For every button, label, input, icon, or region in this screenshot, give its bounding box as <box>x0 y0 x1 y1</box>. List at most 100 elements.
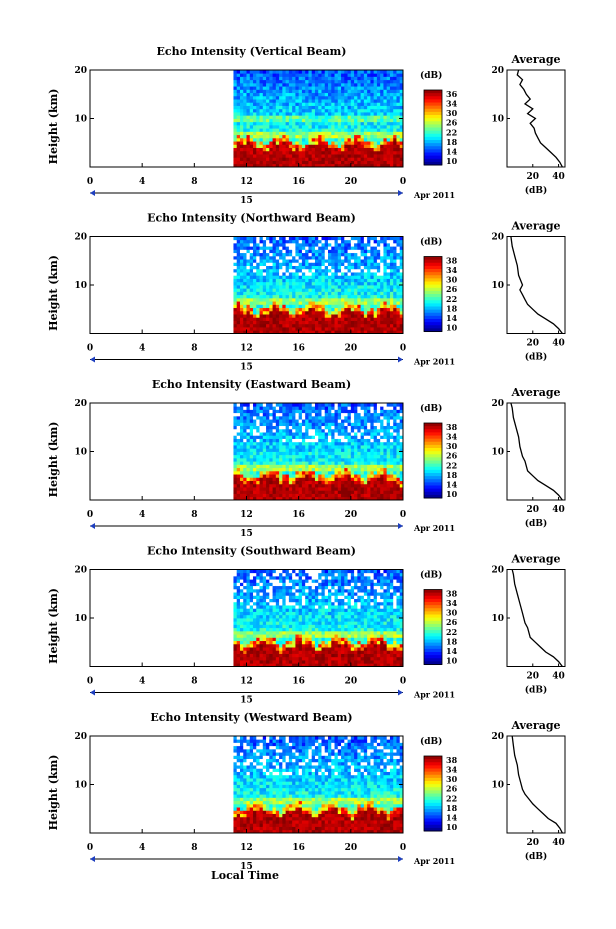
colorbar-step <box>424 306 442 311</box>
x-tick-label: 20 <box>345 344 358 354</box>
panel-title: Echo Intensity (Eastward Beam) <box>152 378 351 391</box>
x-tick-label: 16 <box>292 843 305 853</box>
colorbar-label: (dB) <box>420 403 442 414</box>
colorbar-step <box>424 799 442 804</box>
colorbar-step <box>424 777 442 782</box>
colorbar-step <box>424 256 442 261</box>
panel-title: Echo Intensity (Southward Beam) <box>147 545 356 558</box>
average-y-tick-label: 10 <box>491 115 504 125</box>
colorbar-step <box>424 111 442 116</box>
colorbar-step <box>424 771 442 776</box>
colorbar-step <box>424 265 442 270</box>
colorbar-step <box>424 312 442 317</box>
x-tick-label: 20 <box>345 843 358 853</box>
colorbar-tick: 18 <box>446 803 458 813</box>
colorbar-step <box>424 473 442 477</box>
colorbar-label: (dB) <box>420 237 442 248</box>
colorbar-step <box>424 99 442 104</box>
average-frame <box>506 402 566 501</box>
colorbar-tick: 26 <box>446 451 458 461</box>
average-x-label: (dB) <box>525 685 547 696</box>
panel-title: Echo Intensity (Northward Beam) <box>147 212 356 225</box>
chart-panel-4: Echo Intensity (Westward Beam) Height (km… <box>47 711 566 872</box>
colorbar-step <box>424 658 442 662</box>
colorbar-step <box>424 448 442 452</box>
average-x-tick-label: 40 <box>552 339 565 349</box>
x-tick-label: 0 <box>400 677 406 687</box>
average-profile-line <box>511 569 563 667</box>
x-tick-label: 4 <box>139 510 145 520</box>
colorbar-step <box>424 796 442 801</box>
chart-panel-0: Echo Intensity (Vertical Beam) Height (km… <box>47 45 566 206</box>
average-x-tick-label: 20 <box>527 838 540 848</box>
x-tick-label: 16 <box>292 677 305 687</box>
colorbar-step <box>424 269 442 273</box>
colorbar-step <box>424 108 442 113</box>
colorbar-step <box>424 146 442 150</box>
y-tick-label: 10 <box>74 614 87 624</box>
colorbar-step <box>424 821 442 826</box>
colorbar-step <box>424 655 442 659</box>
colorbar-step <box>424 429 442 433</box>
average-x-tick-label: 40 <box>552 172 565 182</box>
x-tick-label: 0 <box>400 177 406 187</box>
colorbar-step <box>424 262 442 267</box>
x-tick-label: 8 <box>191 344 197 354</box>
average-frame <box>506 569 566 667</box>
colorbar-step <box>424 806 442 810</box>
average-x-label: (dB) <box>525 851 547 862</box>
colorbar-step <box>424 287 442 292</box>
average-frame <box>506 735 566 834</box>
colorbar-tick: 10 <box>446 656 458 666</box>
y-tick-label: 10 <box>74 115 87 125</box>
colorbar-step <box>424 809 442 813</box>
average-y-tick-label: 10 <box>491 781 504 791</box>
colorbar-tick: 30 <box>446 275 458 285</box>
x-tick-label: 0 <box>400 344 406 354</box>
colorbar-label: (dB) <box>420 70 442 81</box>
average-x-label: (dB) <box>525 352 547 363</box>
colorbar-step <box>424 598 442 603</box>
colorbar-step <box>424 158 442 163</box>
x-tick-label: 16 <box>292 177 305 187</box>
colorbar-step <box>424 611 442 616</box>
colorbar-step <box>424 623 442 628</box>
colorbar-tick: 14 <box>446 812 458 822</box>
x-tick-label: 0 <box>87 677 93 687</box>
colorbar-step <box>424 466 442 471</box>
colorbar-tick: 36 <box>446 89 458 99</box>
colorbar-step <box>424 149 442 154</box>
colorbar-step <box>424 130 442 135</box>
colorbar-tick: 18 <box>446 303 458 313</box>
colorbar-step <box>424 328 442 333</box>
date-arrow-right <box>398 356 403 363</box>
average-x-tick-label: 20 <box>527 672 540 682</box>
x-tick-label: 12 <box>240 677 253 687</box>
colorbar-step <box>424 620 442 625</box>
colorbar-step <box>424 595 442 600</box>
colorbar-step <box>424 284 442 289</box>
colorbar-step <box>424 645 442 650</box>
colorbar-tick: 14 <box>446 313 458 323</box>
colorbar-step <box>424 627 442 631</box>
y-axis-label: Height (km) <box>47 588 60 664</box>
date-arrow-left <box>90 689 95 696</box>
colorbar-frame <box>423 755 443 832</box>
colorbar-tick: 26 <box>446 284 458 294</box>
colorbar-step <box>424 642 442 647</box>
colorbar-step <box>424 325 442 329</box>
colorbar-step <box>424 435 442 440</box>
x-tick-label: 8 <box>191 843 197 853</box>
colorbar-frame <box>423 256 443 332</box>
colorbar-step <box>424 278 442 283</box>
x-tick-label: 8 <box>191 510 197 520</box>
colorbar-step <box>424 824 442 829</box>
colorbar-tick: 22 <box>446 793 457 803</box>
colorbar-step <box>424 589 442 594</box>
heatmap-cells <box>233 236 404 334</box>
colorbar-step <box>424 652 442 656</box>
colorbar-step <box>424 784 442 788</box>
colorbar-tick: 38 <box>446 422 458 432</box>
x-tick-label: 12 <box>240 843 253 853</box>
colorbar-step <box>424 133 442 138</box>
